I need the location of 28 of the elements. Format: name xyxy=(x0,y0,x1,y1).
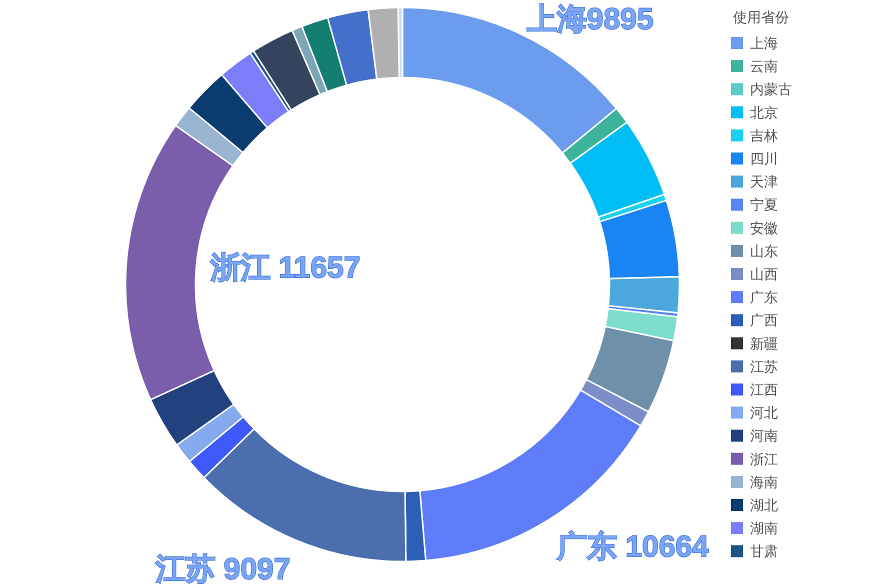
legend-label: 天津 xyxy=(750,174,778,190)
legend-label: 安徽 xyxy=(750,220,778,236)
legend-label: 广东 xyxy=(750,289,778,306)
legend-label: 新疆 xyxy=(750,335,778,352)
legend-label: 浙江 xyxy=(750,450,778,467)
legend-label: 湖北 xyxy=(750,497,778,513)
data-label: 江苏 9097 xyxy=(154,552,290,586)
legend-label: 北京 xyxy=(750,104,778,120)
legend-label: 海南 xyxy=(750,474,778,490)
legend-label: 河北 xyxy=(750,404,778,421)
legend-label: 上海 xyxy=(750,35,778,51)
legend-label: 江苏 xyxy=(750,358,778,374)
legend-label: 宁夏 xyxy=(750,196,778,213)
legend-label: 甘肃 xyxy=(750,543,778,560)
legend-label: 广西 xyxy=(750,312,778,328)
legend-label: 江西 xyxy=(750,382,778,398)
legend-label: 云南 xyxy=(750,58,778,74)
legend-label: 河南 xyxy=(750,428,778,444)
data-label: 浙江 11657 xyxy=(209,251,360,284)
data-label: 上海9895 xyxy=(526,3,654,36)
legend-label: 山西 xyxy=(750,266,778,282)
legend-title: 使用省份 xyxy=(733,9,789,25)
legend-label: 吉林 xyxy=(750,127,778,144)
legend-label: 山东 xyxy=(750,242,778,259)
legend-label: 四川 xyxy=(750,150,778,166)
data-label: 广东 10664 xyxy=(556,530,710,564)
legend-label: 湖南 xyxy=(750,520,778,536)
legend-label: 内蒙古 xyxy=(750,81,792,98)
